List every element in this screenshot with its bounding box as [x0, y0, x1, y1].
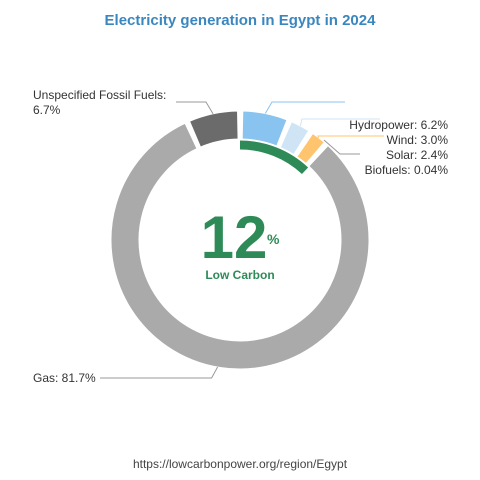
label-gas: Gas: 81.7% — [33, 371, 96, 385]
source-url: https://lowcarbonpower.org/region/Egypt — [133, 457, 348, 471]
leader-line — [100, 366, 219, 379]
leader-lines — [100, 101, 384, 379]
leader-line — [323, 139, 360, 155]
slice-gas — [110, 122, 370, 370]
label-hydropower: Hydropower: 6.2% — [349, 118, 448, 132]
label-unspecified-fossil-fuels: Unspecified Fossil Fuels: — [33, 88, 166, 102]
chart-title: Electricity generation in Egypt in 2024 — [105, 12, 377, 29]
leader-line — [299, 118, 380, 127]
slice-solar — [296, 132, 325, 165]
label-wind: Wind: 3.0% — [387, 133, 449, 147]
label-biofuels: Biofuels: 0.04% — [365, 163, 449, 177]
slice-wind — [279, 121, 310, 156]
low-carbon-value: 12 — [201, 204, 268, 271]
donut-slices — [110, 110, 370, 370]
leader-line — [176, 101, 214, 115]
slice-labels: Gas: 81.7% Unspecified Fossil Fuels:6.7% H… — [33, 88, 448, 385]
leader-line — [317, 135, 384, 138]
slice-hydropower — [241, 110, 288, 147]
low-carbon-arc — [239, 140, 309, 175]
leader-line — [264, 101, 345, 114]
slice-unspecified-fossil-fuels — [188, 110, 239, 148]
label-unspecified-fossil-fuels-value: 6.7% — [33, 103, 61, 117]
low-carbon-caption: Low Carbon — [205, 268, 274, 282]
low-carbon-unit: % — [267, 231, 280, 247]
label-solar: Solar: 2.4% — [386, 148, 448, 162]
